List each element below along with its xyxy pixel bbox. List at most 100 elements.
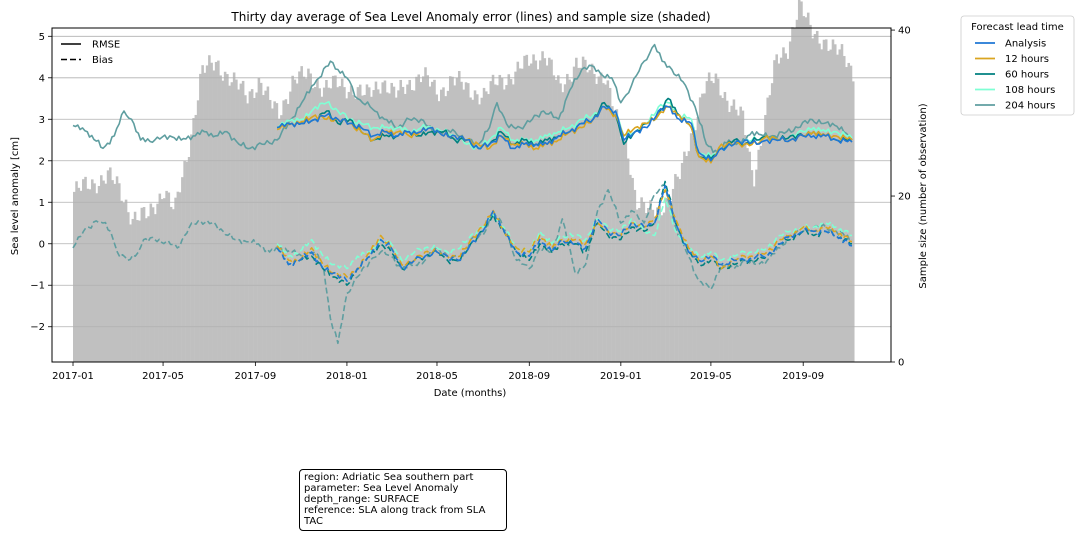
sample-size-bar bbox=[345, 98, 348, 362]
y-tick-label: 4 bbox=[39, 73, 45, 84]
sample-size-bar bbox=[334, 75, 337, 363]
sample-size-bar bbox=[241, 80, 245, 362]
sample-size-bar bbox=[138, 220, 141, 362]
sample-size-bar bbox=[521, 68, 524, 362]
sample-size-bar bbox=[660, 215, 664, 362]
sample-size-bar bbox=[187, 157, 191, 362]
sample-size-bar bbox=[554, 79, 558, 362]
sample-size-bar bbox=[811, 38, 814, 363]
sample-size-bar bbox=[516, 61, 520, 362]
sample-size-bar bbox=[235, 79, 238, 363]
sample-size-bar bbox=[833, 44, 837, 362]
sample-size-bar bbox=[239, 83, 243, 362]
y-tick-label: −2 bbox=[30, 322, 45, 333]
sample-size-bar bbox=[237, 89, 240, 362]
sample-size-bar bbox=[829, 49, 833, 362]
y-tick-label: −1 bbox=[30, 281, 45, 292]
right-y-tick-label: 20 bbox=[898, 192, 911, 203]
info-line-reference: reference: SLA along track from SLA bbox=[304, 505, 486, 516]
sample-size-bar bbox=[570, 81, 574, 362]
sample-size-bar bbox=[219, 75, 222, 362]
sample-size-bar bbox=[674, 174, 677, 362]
sample-size-bar bbox=[255, 92, 258, 362]
sample-size-bar bbox=[523, 55, 526, 362]
sample-size-bar bbox=[604, 84, 607, 362]
sample-size-bar bbox=[403, 93, 407, 362]
sample-size-bar bbox=[534, 60, 538, 362]
sample-size-bar bbox=[680, 162, 684, 362]
sample-size-bar bbox=[496, 85, 499, 363]
sample-size-bar bbox=[557, 75, 560, 363]
sample-size-bar bbox=[487, 94, 490, 362]
sample-size-bar bbox=[77, 187, 81, 362]
sample-size-bar bbox=[446, 90, 450, 363]
sample-size-bar bbox=[451, 76, 454, 363]
lead-legend-label: 204 hours bbox=[1005, 101, 1055, 112]
sample-size-bar bbox=[199, 73, 202, 362]
x-tick-label: 2019-05 bbox=[690, 371, 732, 382]
sample-size-bar bbox=[331, 75, 335, 363]
sample-size-bar bbox=[784, 53, 787, 363]
sample-size-bar bbox=[527, 65, 531, 362]
y-tick-label: 1 bbox=[39, 198, 45, 209]
sample-size-bar bbox=[223, 71, 227, 363]
lead-legend-label: 108 hours bbox=[1005, 85, 1055, 96]
sample-size-bar bbox=[743, 135, 747, 362]
sample-size-bar bbox=[584, 59, 587, 362]
sample-size-bar bbox=[394, 97, 398, 363]
sample-size-bar bbox=[313, 87, 317, 362]
sample-size-bar bbox=[376, 89, 380, 363]
sample-size-bar bbox=[662, 212, 666, 362]
info-line-parameter: parameter: Sea Level Anomaly bbox=[304, 483, 459, 494]
sample-size-bar bbox=[734, 109, 738, 362]
sample-size-bar bbox=[770, 83, 774, 363]
sample-size-bar bbox=[593, 73, 596, 362]
sample-size-bar bbox=[122, 202, 126, 362]
sample-size-bar bbox=[669, 201, 673, 362]
sample-size-bar bbox=[111, 180, 114, 362]
right-y-tick-label: 0 bbox=[898, 358, 904, 369]
sample-size-bar bbox=[712, 83, 715, 362]
sample-size-bar bbox=[307, 68, 310, 363]
sample-size-bar bbox=[262, 95, 265, 363]
sample-size-bar bbox=[701, 93, 704, 362]
sample-size-bar bbox=[165, 190, 168, 362]
sample-size-bar bbox=[525, 54, 529, 362]
sample-size-bar bbox=[289, 91, 292, 362]
sample-size-bar bbox=[226, 74, 229, 362]
sample-size-bar bbox=[338, 86, 342, 362]
sample-size-bar bbox=[244, 95, 247, 362]
sample-size-bar bbox=[804, 17, 808, 362]
sample-size-bar bbox=[471, 99, 475, 362]
sample-size-bar bbox=[115, 176, 119, 362]
metadata-box: region: Adriatic Sea southern part param… bbox=[299, 469, 507, 531]
sample-size-bar bbox=[133, 211, 137, 362]
y-axis-title: Sea level anomaly [cm] bbox=[10, 137, 21, 255]
lead-legend-title: Forecast lead time bbox=[971, 22, 1064, 33]
sample-size-bar bbox=[356, 87, 360, 362]
sample-size-bar bbox=[95, 193, 99, 362]
sample-size-bar bbox=[349, 85, 353, 363]
sample-size-bar bbox=[302, 76, 306, 363]
sample-size-bar bbox=[455, 77, 459, 363]
sample-size-bar bbox=[806, 12, 810, 362]
sample-size-bar bbox=[615, 109, 619, 362]
sample-size-bar bbox=[768, 95, 772, 363]
sample-size-bar bbox=[721, 97, 724, 363]
sample-size-bar bbox=[707, 72, 711, 362]
sample-size-bar bbox=[730, 105, 733, 362]
sample-size-bar bbox=[640, 197, 643, 362]
plot-frame bbox=[51, 27, 892, 363]
sample-size-bar bbox=[190, 134, 193, 362]
sample-size-bar bbox=[385, 92, 389, 363]
series-line-rmse-analysis bbox=[276, 105, 853, 162]
sample-size-bar bbox=[203, 72, 207, 363]
sample-size-bar bbox=[217, 60, 220, 363]
sample-size-bar bbox=[82, 179, 85, 362]
sample-size-bar bbox=[352, 95, 355, 362]
sample-size-bar bbox=[577, 67, 580, 362]
sample-size-bar bbox=[622, 138, 625, 362]
sample-size-bar bbox=[842, 56, 846, 362]
sample-size-bar bbox=[399, 79, 403, 362]
sample-size-bar bbox=[764, 115, 767, 362]
